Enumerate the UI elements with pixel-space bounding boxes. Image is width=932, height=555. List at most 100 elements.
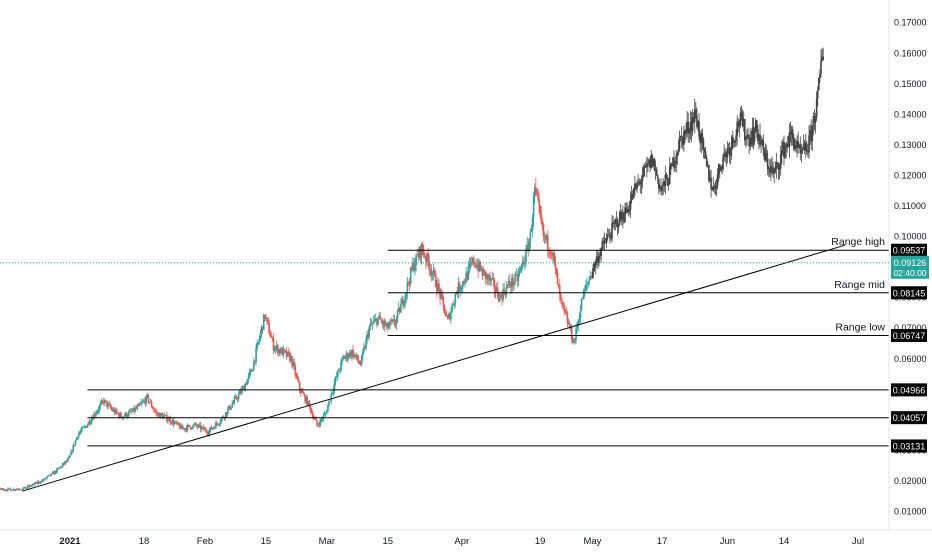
candle-body <box>453 303 455 305</box>
candle-body <box>394 319 396 324</box>
candle-body <box>822 56 824 60</box>
price-tick-label: 0.01000 <box>894 507 927 517</box>
candle-body <box>687 122 689 133</box>
candle-body <box>654 159 656 170</box>
candle-body <box>438 283 440 289</box>
candle-body <box>128 412 130 416</box>
candle-body <box>605 243 607 244</box>
candle-body <box>704 149 706 151</box>
candle-body <box>547 235 549 250</box>
candle-body <box>445 313 447 315</box>
candle-body <box>661 186 663 191</box>
candle-body <box>148 395 150 402</box>
candle-body <box>542 222 544 224</box>
candle-body <box>583 290 585 299</box>
candle-body <box>334 382 336 390</box>
candle-body <box>410 268 412 284</box>
candle-body <box>380 320 382 322</box>
candle-body <box>741 113 743 118</box>
candle-body <box>695 109 697 115</box>
candle-body <box>12 490 14 491</box>
time-tick-label: 17 <box>657 536 668 547</box>
candle-body <box>341 359 343 362</box>
candle-body <box>698 121 700 136</box>
candle-body <box>629 210 631 212</box>
candle-body <box>236 396 238 398</box>
candle-body <box>298 380 300 382</box>
candle-body <box>345 357 347 359</box>
candle-body <box>365 339 367 348</box>
candle-body <box>722 157 724 169</box>
candle-body <box>434 270 436 274</box>
candle-body <box>811 126 813 141</box>
time-tick-label: Mar <box>319 536 335 547</box>
candle-body <box>543 224 545 236</box>
level-price-label: 0.06747 <box>893 331 926 341</box>
candle-body <box>337 371 339 377</box>
candle-body <box>666 175 668 178</box>
candle-body <box>76 438 78 441</box>
candle-body <box>443 297 445 305</box>
candle-body <box>219 422 221 424</box>
candle-body <box>805 143 807 151</box>
candle-body <box>329 401 331 402</box>
candle-body <box>295 366 297 375</box>
candle-body <box>580 310 582 318</box>
candle-body <box>109 404 111 407</box>
candle-body <box>284 349 286 351</box>
candle-body <box>815 118 817 123</box>
candle-body <box>21 489 23 490</box>
time-tick-label: 19 <box>535 536 546 547</box>
candle-body <box>781 150 783 154</box>
candle-body <box>585 285 587 290</box>
candle-body <box>808 135 810 152</box>
candle-body <box>275 347 277 349</box>
candle-body <box>601 242 603 249</box>
candle-body <box>537 195 539 199</box>
candle-body <box>584 290 586 291</box>
candle-body <box>95 413 97 415</box>
level-price-label: 0.03131 <box>893 441 926 451</box>
candle-body <box>454 294 456 304</box>
candle-body <box>99 406 101 410</box>
price-tick-label: 0.16000 <box>894 48 927 58</box>
current-price-label: 0.09126 <box>894 258 927 268</box>
candle-body <box>68 457 70 458</box>
candle-body <box>336 377 338 378</box>
candle-body <box>577 321 579 326</box>
candle-body <box>98 410 100 411</box>
candle-body <box>564 309 566 312</box>
candle-body <box>153 409 155 411</box>
candle-body <box>311 412 313 413</box>
candle-body <box>556 268 558 273</box>
candle-body <box>232 402 234 404</box>
candle-body <box>518 274 520 281</box>
candle-body <box>567 315 569 324</box>
candle-body <box>538 200 540 206</box>
candle-body <box>47 475 49 476</box>
candle-body <box>588 280 590 282</box>
time-tick-label: Jul <box>852 536 864 547</box>
candle-body <box>288 352 290 354</box>
candle-body <box>120 413 122 417</box>
candle-body <box>735 136 737 141</box>
candle-body <box>195 423 197 425</box>
candle-body <box>710 178 712 189</box>
candle-body <box>745 139 747 140</box>
candle-body <box>348 357 350 359</box>
candle-body <box>111 408 113 409</box>
candle-body <box>379 316 381 320</box>
candle-body <box>212 428 214 429</box>
candle-body <box>75 440 77 445</box>
candle-body <box>26 488 28 489</box>
candle-body <box>267 319 269 323</box>
candle-body <box>249 372 251 375</box>
time-tick-label: May <box>583 536 601 547</box>
level-text: Range low <box>835 321 885 333</box>
candle-body <box>450 311 452 319</box>
candle-body <box>116 410 118 413</box>
time-tick-label: Apr <box>454 536 469 547</box>
candle-body <box>536 190 538 195</box>
